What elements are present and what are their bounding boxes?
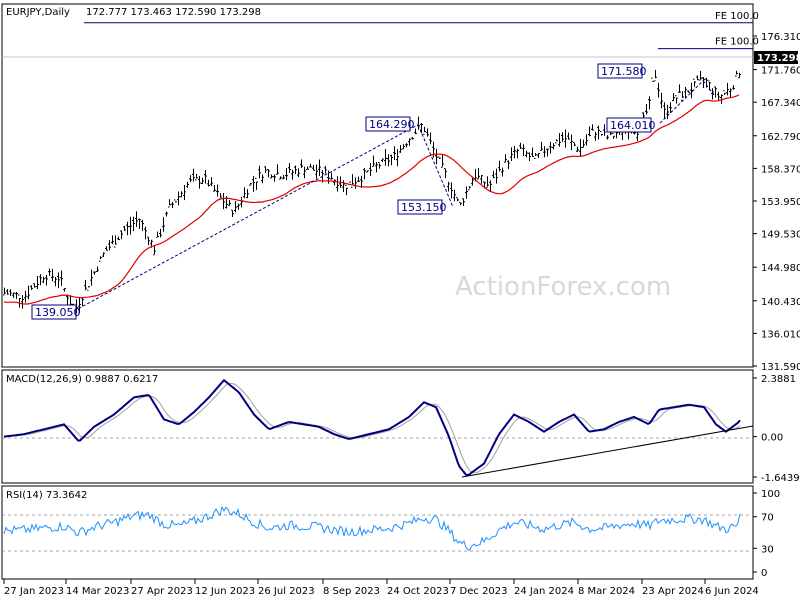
price-tick-label: 171.760 — [761, 66, 800, 77]
pivot-label-box — [606, 117, 652, 133]
pivot-label-box — [597, 63, 643, 79]
watermark: ActionForex.com — [455, 272, 671, 302]
macd-tick-label: 2.3881 — [761, 374, 796, 385]
macd-tick-label: 0.00 — [761, 433, 783, 444]
pivot-label-box — [365, 116, 411, 132]
rsi-title: RSI(14) 73.3642 — [6, 490, 87, 501]
trend-line — [659, 78, 706, 124]
price-tick-label: 131.590 — [761, 362, 800, 373]
macd-main-line — [3, 378, 741, 477]
price-tick-label: 176.310 — [761, 32, 800, 43]
pivot-label: 139.050 — [35, 306, 81, 319]
trend-line — [417, 124, 454, 208]
macd-title: MACD(12,26,9) 0.9887 0.6217 — [6, 374, 158, 385]
rsi-axis: 100 70 30 0 — [753, 489, 780, 579]
fe-label: FE 100.0 — [715, 37, 759, 48]
macd-axis: 2.3881 0.00 -1.6439 — [753, 374, 800, 484]
price-tick-label: 153.950 — [761, 197, 800, 208]
price-tick-label: 140.430 — [761, 297, 800, 308]
date-tick-label: 8 Mar 2024 — [578, 586, 635, 597]
date-tick-label: 12 Jun 2023 — [195, 586, 255, 597]
rsi-panel-frame — [1, 485, 754, 580]
price-tick-label: 158.370 — [761, 164, 800, 175]
macd-signal-line — [3, 383, 741, 474]
pivot-label-box — [397, 199, 443, 215]
fe-label: FE 100.0 — [715, 11, 759, 22]
date-tick-label: 27 Apr 2023 — [131, 586, 193, 597]
price-panel-frame — [1, 3, 754, 368]
pivot-label-box — [31, 304, 77, 320]
current-price-label: 173.298 — [757, 53, 800, 64]
moving-average-line — [3, 94, 740, 305]
date-tick-label: 26 Jul 2023 — [258, 586, 315, 597]
trend-lines — [73, 76, 717, 312]
price-tick-label: 162.790 — [761, 132, 800, 143]
macd-trend-line — [461, 425, 754, 478]
macd-tick-label: -1.6439 — [761, 473, 800, 484]
price-tick-label: 144.980 — [761, 263, 800, 274]
date-tick-label: 27 Jan 2023 — [4, 586, 64, 597]
pivot-labels: 139.050 164.290 153.150 171.580 164.010 — [31, 63, 656, 320]
date-tick-label: 24 Jan 2024 — [514, 586, 574, 597]
trend-line — [699, 76, 717, 98]
rsi-tick-label: 100 — [761, 489, 780, 500]
date-tick-label: 6 Jun 2024 — [705, 586, 759, 597]
date-tick-label: 8 Sep 2023 — [323, 586, 380, 597]
date-tick-label: 23 Apr 2024 — [642, 586, 704, 597]
pivot-label: 153.150 — [401, 201, 447, 214]
date-axis: 27 Jan 2023 14 Mar 2023 27 Apr 2023 12 Jun … — [3, 579, 759, 597]
rsi-line — [3, 505, 741, 551]
date-tick-label: 14 Mar 2023 — [66, 586, 129, 597]
rsi-tick-label: 0 — [761, 568, 767, 579]
date-tick-label: 7 Dec 2023 — [450, 586, 508, 597]
rsi-tick-label: 30 — [761, 544, 774, 555]
pivot-label: 171.580 — [601, 65, 647, 78]
current-price-box — [754, 51, 798, 64]
fe-lines: FE 100.0 FE 100.0 — [2, 11, 759, 58]
price-tick-label: 149.530 — [761, 230, 800, 241]
macd-panel-frame — [1, 369, 754, 484]
ohlc-values: 172.777 173.463 172.590 173.298 — [86, 7, 261, 18]
symbol-label: EURJPY,Daily — [6, 7, 70, 18]
trend-line — [73, 124, 419, 312]
price-tick-label: 167.340 — [761, 98, 800, 109]
rsi-tick-label: 70 — [761, 513, 774, 524]
price-tick-label: 136.010 — [761, 329, 800, 340]
date-tick-label: 24 Oct 2023 — [387, 586, 449, 597]
pivot-label: 164.010 — [610, 119, 656, 132]
pivot-label: 164.290 — [369, 118, 415, 131]
price-axis: 176.310 171.760 167.340 162.790 158.370 153.9… — [753, 32, 800, 373]
